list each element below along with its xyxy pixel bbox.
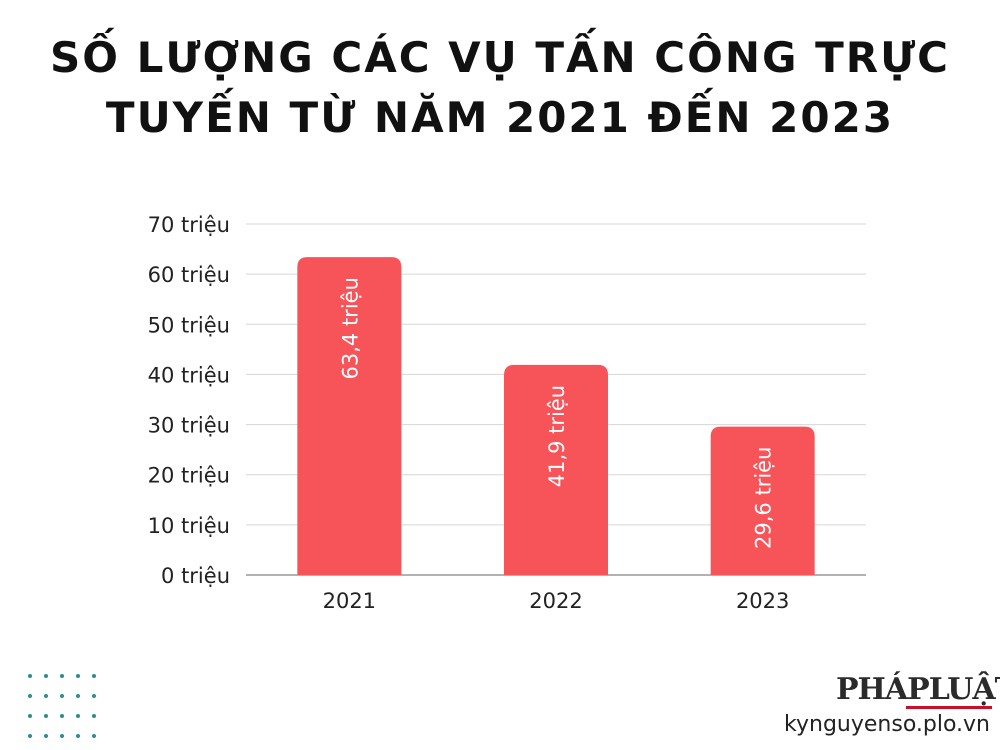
decorative-dot <box>44 674 48 678</box>
decorative-dot <box>28 714 32 718</box>
x-tick-label: 2021 <box>323 589 376 613</box>
title-line-2: TUYẾN TỪ NĂM 2021 ĐẾN 2023 <box>105 93 895 142</box>
y-tick-label: 50 triệu <box>148 313 230 337</box>
bar <box>297 257 402 575</box>
y-tick-label: 40 triệu <box>148 363 230 387</box>
decorative-dot <box>60 714 64 718</box>
x-tick-label: 2022 <box>529 589 582 613</box>
bar <box>504 364 608 575</box>
decorative-dot <box>44 714 48 718</box>
decorative-dot <box>60 694 64 698</box>
bar-chart: 0 triệu 10 triệu 20 triệu 30 triệu 40 triệu 5… <box>148 213 866 613</box>
bar-data-label: 41,9 triệu <box>545 385 569 487</box>
y-tick-label: 60 triệu <box>148 263 230 287</box>
logo-text: PHÁPLUẬT <box>836 672 1000 707</box>
decorative-dot <box>44 694 48 698</box>
site-url: kynguyenso.plo.vn <box>784 712 990 737</box>
decorative-dot <box>76 674 80 678</box>
decorative-dot <box>76 714 80 718</box>
decorative-dot <box>44 734 48 738</box>
plo-logo: PHÁPLUẬT <box>836 672 1000 710</box>
decorative-dot <box>60 674 64 678</box>
logo-underline <box>906 706 992 709</box>
y-tick-label: 30 triệu <box>148 414 230 438</box>
bar <box>710 426 815 575</box>
decorative-dot <box>28 674 32 678</box>
chart-title: SỐ LƯỢNG CÁC VỤ TẤN CÔNG TRỰC TUYẾN TỪ N… <box>0 28 1000 148</box>
y-tick-label: 70 triệu <box>148 213 230 237</box>
x-tick-label: 2023 <box>736 589 789 613</box>
decorative-dot <box>92 674 96 678</box>
decorative-dot <box>28 694 32 698</box>
decorative-dot <box>92 694 96 698</box>
y-tick-label: 0 triệu <box>161 564 230 588</box>
title-line-1: SỐ LƯỢNG CÁC VỤ TẤN CÔNG TRỰC <box>50 33 950 82</box>
decorative-dot <box>76 694 80 698</box>
decorative-dot <box>92 714 96 718</box>
decorative-dot <box>28 734 32 738</box>
decorative-dot <box>76 734 80 738</box>
y-tick-label: 20 triệu <box>148 464 230 488</box>
decorative-dot <box>92 734 96 738</box>
decorative-dot <box>60 734 64 738</box>
bar-data-label: 63,4 triệu <box>338 277 362 379</box>
bar-data-label: 29,6 triệu <box>752 447 776 549</box>
y-tick-label: 10 triệu <box>148 514 230 538</box>
